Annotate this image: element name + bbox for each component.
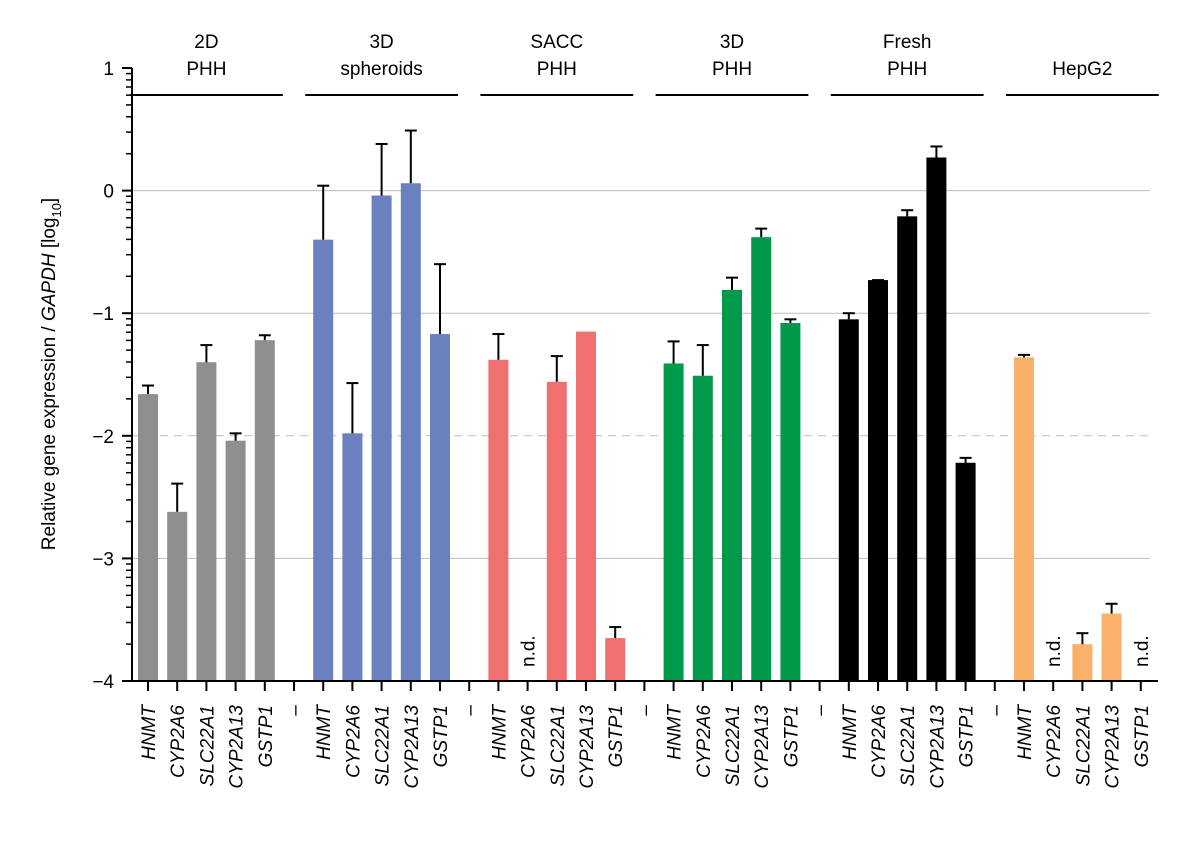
group-title: 2D	[194, 32, 218, 53]
bar	[342, 433, 363, 681]
y-tick-label: 1	[103, 59, 114, 80]
not-detected-label: n.d.	[1132, 635, 1153, 667]
bar	[722, 289, 742, 681]
bar	[313, 239, 334, 681]
group-title: spheroids	[340, 59, 422, 80]
group-title: HepG2	[1052, 59, 1112, 80]
bar	[576, 331, 596, 681]
bar	[897, 216, 918, 681]
bar	[400, 183, 421, 681]
x-tick-label: SLC22A1	[548, 705, 569, 786]
bar	[167, 511, 188, 681]
bar	[838, 319, 859, 681]
y-tick-label: 0	[103, 182, 114, 203]
bar	[225, 440, 246, 681]
not-detected-label: n.d.	[519, 635, 540, 667]
group-title: 3D	[369, 32, 393, 53]
group-title: SACC	[530, 32, 583, 53]
group-title: PHH	[537, 59, 577, 80]
x-tick-label: GSTP1	[606, 705, 627, 767]
x-tick-label: GSTP1	[957, 705, 978, 767]
x-tick-label: CYP2A13	[752, 705, 773, 789]
x-tick-label: CYP2A6	[519, 705, 540, 778]
x-tick-label: SLC22A1	[723, 705, 744, 786]
y-axis-label-open: [log	[39, 218, 60, 254]
x-tick-label: SLC22A1	[373, 705, 394, 786]
y-tick-label: −1	[92, 304, 114, 325]
x-tick-label: GSTP1	[256, 705, 277, 767]
x-tick-label: CYP2A6	[869, 705, 890, 778]
y-tick-label: −2	[92, 427, 114, 448]
x-tick-label: CYP2A13	[402, 705, 423, 789]
x-tick-label: GSTP1	[431, 705, 452, 767]
axes	[122, 67, 1158, 691]
x-tick-label: HNMT	[314, 704, 335, 760]
y-axis-label: Relative gene expression / GAPDH [log10]	[39, 198, 64, 550]
labels: 1 0 −1 −2 −3 −4 HNMT CYP2A6 SLC22A1 CYP2A13 GSTP1 2…	[92, 32, 1159, 789]
separator-label: –	[811, 705, 832, 717]
bar	[926, 157, 947, 682]
group-title: 3D	[720, 32, 744, 53]
x-tick-label: SLC22A1	[1073, 705, 1094, 786]
bar	[546, 381, 567, 681]
x-tick-label: CYP2A13	[227, 705, 248, 789]
x-tick-label: SLC22A1	[898, 705, 919, 786]
not-detected-label: n.d.	[1044, 635, 1065, 667]
separator-label: –	[635, 705, 656, 717]
bar	[955, 462, 976, 681]
group-title: PHH	[712, 59, 752, 80]
bar	[254, 340, 275, 681]
x-tick-label: HNMT	[489, 704, 510, 760]
gridlines	[132, 190, 1150, 559]
bar	[1101, 613, 1122, 681]
bar	[138, 394, 158, 681]
group-title: PHH	[887, 59, 927, 80]
group-title: PHH	[186, 59, 226, 80]
group-title: Fresh	[883, 32, 932, 53]
x-tick-label: HNMT	[1015, 704, 1036, 760]
x-tick-label: CYP2A6	[168, 705, 189, 778]
separator-label: –	[285, 705, 306, 717]
bar	[1072, 644, 1093, 681]
x-tick-label: CYP2A6	[1044, 705, 1065, 778]
bar	[371, 195, 392, 681]
x-tick-label: CYP2A13	[927, 705, 948, 789]
y-axis-label-italic: GAPDH	[39, 253, 60, 321]
y-tick-label: −3	[92, 549, 114, 570]
bar	[488, 359, 509, 681]
bar	[196, 362, 217, 681]
x-tick-label: HNMT	[840, 704, 861, 760]
bar	[692, 375, 713, 681]
separator-label: –	[460, 705, 481, 717]
y-tick-label: −4	[92, 672, 114, 693]
separator-label: –	[986, 705, 1007, 717]
x-tick-label: HNMT	[139, 704, 160, 760]
x-tick-label: CYP2A13	[1103, 705, 1124, 789]
x-tick-label: GSTP1	[781, 705, 802, 767]
bar	[780, 323, 801, 681]
bar	[605, 638, 626, 681]
y-axis-label-close: ]	[39, 198, 60, 203]
x-tick-label: CYP2A6	[694, 705, 715, 778]
bar	[868, 280, 888, 681]
bar	[1014, 357, 1034, 681]
bars	[138, 129, 1122, 682]
x-tick-label: CYP2A13	[577, 705, 598, 789]
y-axis-label-subscript: 10	[49, 203, 64, 217]
x-tick-label: HNMT	[665, 704, 686, 760]
x-tick-label: GSTP1	[1132, 705, 1153, 767]
y-axis-label-prefix: Relative gene expression /	[39, 321, 60, 550]
x-tick-label: CYP2A6	[343, 705, 364, 778]
x-tick-label: SLC22A1	[197, 705, 218, 786]
bar	[663, 363, 684, 681]
bar	[430, 334, 450, 681]
bar	[751, 237, 772, 682]
